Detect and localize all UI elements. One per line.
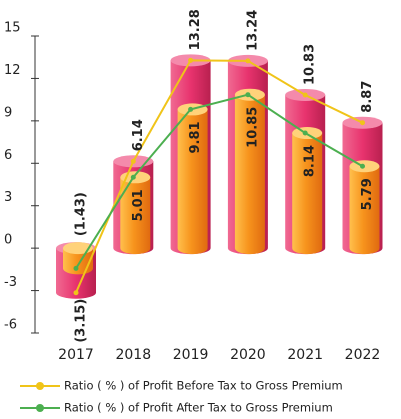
line-marker <box>245 58 251 64</box>
y-tick-label: 0 <box>4 233 12 248</box>
line-marker <box>73 290 79 296</box>
x-tick-label: 2022 <box>345 347 381 363</box>
x-tick-label: 2021 <box>287 347 323 363</box>
legend-label: Ratio ( % ) of Profit After Tax to Gross… <box>64 401 333 415</box>
x-tick-label: 2019 <box>173 347 209 363</box>
line-marker <box>73 265 79 271</box>
line-marker <box>360 163 365 169</box>
line-marker <box>302 92 308 98</box>
value-label: 13.28 <box>188 9 203 50</box>
value-label: 10.85 <box>245 107 260 148</box>
value-label: (3.15) <box>74 299 89 343</box>
value-label: 10.83 <box>303 44 318 85</box>
legend-label: Ratio ( % ) of Profit Before Tax to Gros… <box>64 379 343 393</box>
x-tick-label: 2018 <box>115 347 151 363</box>
y-tick-label: 6 <box>4 148 12 163</box>
line-marker <box>188 106 194 112</box>
legend-marker <box>36 382 44 390</box>
value-label: 8.14 <box>303 145 318 177</box>
value-label: 8.87 <box>360 81 375 113</box>
line-marker <box>245 92 251 98</box>
value-label: (1.43) <box>74 192 89 236</box>
line <box>75 59 363 294</box>
value-label: 5.01 <box>131 189 146 221</box>
line-marker <box>130 158 136 164</box>
value-label: 13.24 <box>245 10 260 51</box>
y-tick-label: -3 <box>4 275 17 290</box>
y-tick-label: 9 <box>4 105 12 120</box>
line-marker <box>302 130 308 136</box>
y-tick-label: 3 <box>4 190 12 205</box>
value-label: 5.79 <box>360 178 375 210</box>
legend-marker <box>36 404 44 412</box>
line-marker <box>188 57 194 63</box>
y-tick-label: -6 <box>4 318 17 333</box>
y-tick-label: 15 <box>4 21 21 36</box>
line <box>75 93 364 269</box>
y-tick-label: 12 <box>4 63 21 78</box>
value-label: 6.14 <box>131 119 146 151</box>
x-tick-label: 2020 <box>230 347 266 363</box>
line-marker <box>360 120 365 126</box>
x-tick-label: 2017 <box>58 347 94 363</box>
line-marker <box>130 174 136 180</box>
value-label: 9.81 <box>188 121 203 153</box>
